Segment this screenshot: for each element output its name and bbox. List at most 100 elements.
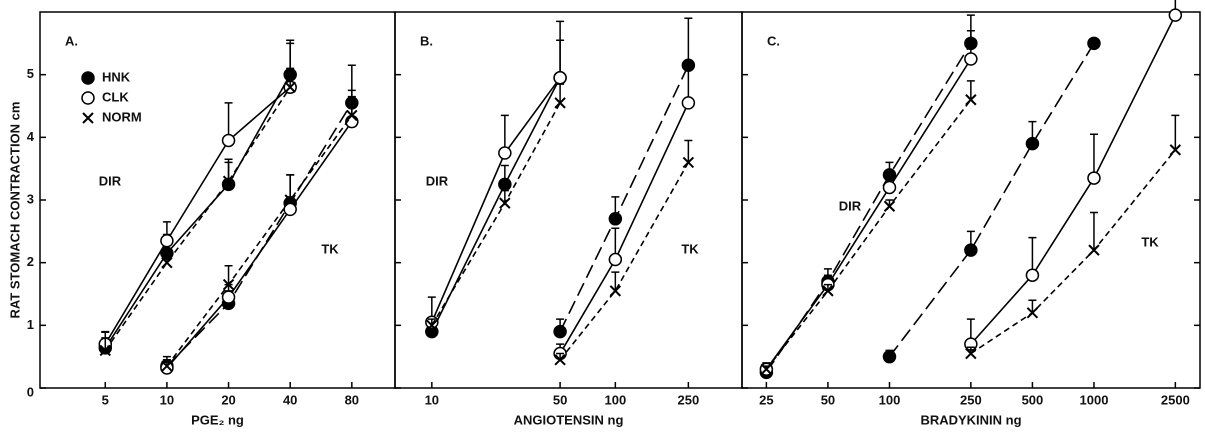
error-bar <box>1171 114 1180 150</box>
error-bar <box>611 271 620 291</box>
legend-label: CLK <box>102 89 129 104</box>
series-line <box>559 162 690 361</box>
x-tick-label: 20 <box>221 392 235 407</box>
annotation: TK <box>681 241 699 256</box>
data-point <box>222 175 235 187</box>
data-point <box>554 354 566 366</box>
x-tick-label: 2500 <box>1161 392 1190 407</box>
x-tick-label: 50 <box>553 392 567 407</box>
error-bar <box>556 20 565 78</box>
data-point <box>1169 144 1182 156</box>
error-bar <box>347 95 356 116</box>
data-point <box>882 349 897 364</box>
error-bar <box>286 174 295 200</box>
data-point <box>553 324 567 339</box>
data-point <box>1168 8 1183 22</box>
error-bar <box>224 161 233 182</box>
data-point <box>284 81 296 93</box>
series-line <box>888 42 1095 358</box>
x-axis-label: ANGIOTENSIN ng <box>514 412 624 427</box>
error-bar <box>1028 299 1037 313</box>
x-tick-label: 500 <box>1022 392 1044 407</box>
x-tick-label: 5 <box>102 392 109 407</box>
series-line <box>431 77 561 332</box>
data-point <box>498 177 512 192</box>
data-point <box>221 133 236 148</box>
x-tick-label: 50 <box>821 392 835 407</box>
error-bar <box>684 139 693 163</box>
error-bar <box>556 83 565 103</box>
data-point <box>222 278 235 291</box>
error-bar <box>1089 133 1098 179</box>
series-line <box>765 42 972 373</box>
y-tick-label: 3 <box>27 191 34 206</box>
data-point <box>964 52 978 66</box>
legend-label: HNK <box>102 69 131 84</box>
series-line <box>970 149 1176 355</box>
series-line <box>166 102 353 367</box>
data-point <box>760 363 773 375</box>
data-point <box>609 285 622 297</box>
x-tick-label: 10 <box>160 392 174 407</box>
series-line <box>104 86 291 351</box>
y-tick-label: 0 <box>27 384 34 399</box>
x-tick-label: 100 <box>604 392 626 407</box>
series-line <box>559 64 690 332</box>
data-point <box>99 344 111 357</box>
panel-label: C. <box>767 33 780 48</box>
x-tick-label: 40 <box>283 392 297 407</box>
series-line <box>166 121 353 369</box>
series-line <box>104 74 291 349</box>
y-tick-label: 2 <box>27 254 34 269</box>
data-point <box>1087 171 1101 185</box>
y-tick-label: 1 <box>27 317 34 332</box>
data-point <box>682 156 695 169</box>
annotation: TK <box>1141 234 1159 249</box>
data-point <box>160 233 174 248</box>
error-bar <box>286 67 295 88</box>
data-point <box>553 71 567 85</box>
data-point <box>681 96 696 110</box>
data-point <box>608 252 623 267</box>
error-bar <box>966 80 975 100</box>
y-tick-label: 5 <box>27 66 34 81</box>
error-bar <box>684 17 693 66</box>
data-point <box>1087 36 1101 51</box>
data-point <box>161 256 173 269</box>
data-point <box>1025 136 1040 151</box>
x-tick-label: 80 <box>345 392 359 407</box>
y-axis-label: RAT STOMACH CONTRACTION cm <box>7 102 22 319</box>
error-bar <box>162 249 171 263</box>
error-bar <box>500 189 509 204</box>
error-bar <box>101 337 110 351</box>
data-point <box>822 285 834 297</box>
data-point <box>608 212 623 226</box>
legend-label: NORM <box>102 109 142 124</box>
legend-marker <box>81 71 95 85</box>
x-tick-label: 1000 <box>1080 392 1109 407</box>
x-axis-label: BRADYKININ ng <box>920 412 1021 427</box>
annotation: TK <box>321 241 339 256</box>
legend-marker <box>81 91 95 105</box>
data-point <box>882 180 897 195</box>
annotation: DIR <box>839 198 862 213</box>
data-point <box>161 360 173 372</box>
data-point <box>346 109 358 122</box>
x-tick-label: 250 <box>960 392 982 407</box>
data-point <box>221 290 236 304</box>
data-point <box>284 194 296 206</box>
annotation: DIR <box>426 173 449 188</box>
x-axis-label: PGE₂ ng <box>191 412 244 427</box>
series-line <box>166 114 353 367</box>
x-tick-label: 25 <box>759 392 773 407</box>
series-line <box>765 99 972 370</box>
annotation: DIR <box>99 173 122 188</box>
data-point <box>965 347 977 360</box>
x-tick-label: 10 <box>425 392 439 407</box>
data-point <box>883 200 896 212</box>
y-tick-label: 4 <box>27 129 35 144</box>
data-point <box>499 197 511 209</box>
series-line <box>970 14 1177 345</box>
series-line <box>765 58 972 370</box>
